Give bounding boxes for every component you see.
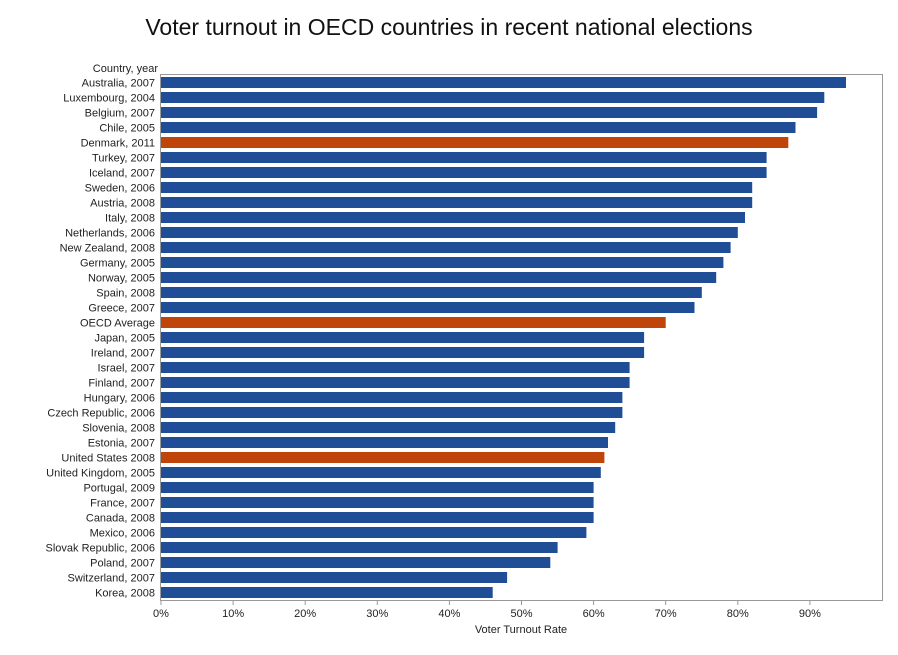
bar-5 [161, 152, 767, 163]
bar-6 [161, 167, 767, 178]
x-tick-label: 10% [222, 608, 244, 620]
x-tick-label: 70% [655, 608, 677, 620]
x-tick-label: 80% [727, 608, 749, 620]
bar-19 [161, 362, 630, 373]
category-label: Austria, 2008 [90, 198, 155, 210]
bar-17 [161, 332, 645, 343]
x-axis-ticks: 0% 10% 20% 30% 40% 50% 60% 70% 80% 90% [153, 601, 821, 620]
category-label: OECD Average [80, 318, 155, 330]
category-label: Hungary, 2006 [84, 393, 155, 405]
category-label: Slovenia, 2008 [82, 423, 155, 435]
chart-title: Voter turnout in OECD countries in recen… [145, 14, 753, 40]
category-label: Luxembourg, 2004 [63, 93, 155, 105]
category-label: Israel, 2007 [98, 363, 155, 375]
bar-32 [161, 557, 551, 568]
bar-33 [161, 572, 508, 583]
category-label: Norway, 2005 [88, 273, 155, 285]
bar-7 [161, 182, 753, 193]
bar-4 [161, 137, 789, 148]
bar-23 [161, 422, 616, 433]
category-label: Netherlands, 2006 [65, 228, 155, 240]
category-label: Ireland, 2007 [91, 348, 155, 360]
category-label: Slovak Republic, 2006 [46, 543, 155, 555]
bar-34 [161, 587, 493, 598]
bar-10 [161, 227, 738, 238]
bar-29 [161, 512, 594, 523]
category-label: New Zealand, 2008 [60, 243, 155, 255]
bar-20 [161, 377, 630, 388]
category-labels: Australia, 2007 Luxembourg, 2004 Belgium, … [46, 78, 155, 600]
bars-layer [161, 77, 846, 598]
category-label: Greece, 2007 [88, 303, 155, 315]
category-label: France, 2007 [90, 498, 155, 510]
category-label: Chile, 2005 [99, 123, 155, 135]
bar-1 [161, 92, 825, 103]
bar-28 [161, 497, 594, 508]
bar-2 [161, 107, 818, 118]
bar-18 [161, 347, 645, 358]
category-label: Japan, 2005 [94, 333, 155, 345]
category-label: Portugal, 2009 [83, 483, 155, 495]
bar-15 [161, 302, 695, 313]
bar-16 [161, 317, 666, 328]
category-label: United Kingdom, 2005 [46, 468, 155, 480]
x-tick-label: 30% [366, 608, 388, 620]
category-label: Spain, 2008 [96, 288, 155, 300]
bar-0 [161, 77, 846, 88]
x-tick-label: 20% [294, 608, 316, 620]
category-label: Switzerland, 2007 [68, 573, 155, 585]
category-label: Czech Republic, 2006 [47, 408, 155, 420]
category-label: Denmark, 2011 [81, 138, 155, 150]
category-label: Korea, 2008 [95, 588, 155, 600]
bar-31 [161, 542, 558, 553]
x-tick-label: 60% [583, 608, 605, 620]
category-label: Italy, 2008 [105, 213, 155, 225]
category-label: Poland, 2007 [90, 558, 155, 570]
bar-12 [161, 257, 724, 268]
bar-9 [161, 212, 745, 223]
bar-11 [161, 242, 731, 253]
category-label: Sweden, 2006 [85, 183, 155, 195]
category-label: Canada, 2008 [86, 513, 155, 525]
bar-27 [161, 482, 594, 493]
x-tick-label: 0% [153, 608, 169, 620]
bar-30 [161, 527, 587, 538]
category-label: United States 2008 [61, 453, 155, 465]
category-label: Mexico, 2006 [90, 528, 155, 540]
bar-22 [161, 407, 623, 418]
bar-25 [161, 452, 605, 463]
y-axis-title: Country, year [93, 63, 159, 75]
x-axis-title: Voter Turnout Rate [475, 624, 567, 636]
x-tick-label: 90% [799, 608, 821, 620]
category-label: Germany, 2005 [80, 258, 155, 270]
x-tick-label: 40% [438, 608, 460, 620]
category-label: Turkey, 2007 [92, 153, 155, 165]
bar-21 [161, 392, 623, 403]
category-label: Australia, 2007 [82, 78, 155, 90]
plot-frame [160, 74, 883, 601]
x-tick-label: 50% [510, 608, 532, 620]
category-label: Estonia, 2007 [88, 438, 155, 450]
bar-3 [161, 122, 796, 133]
bar-26 [161, 467, 601, 478]
category-label: Belgium, 2007 [85, 108, 155, 120]
category-label: Finland, 2007 [88, 378, 155, 390]
category-label: Iceland, 2007 [89, 168, 155, 180]
bar-8 [161, 197, 753, 208]
bar-13 [161, 272, 717, 283]
bar-24 [161, 437, 608, 448]
bar-14 [161, 287, 702, 298]
